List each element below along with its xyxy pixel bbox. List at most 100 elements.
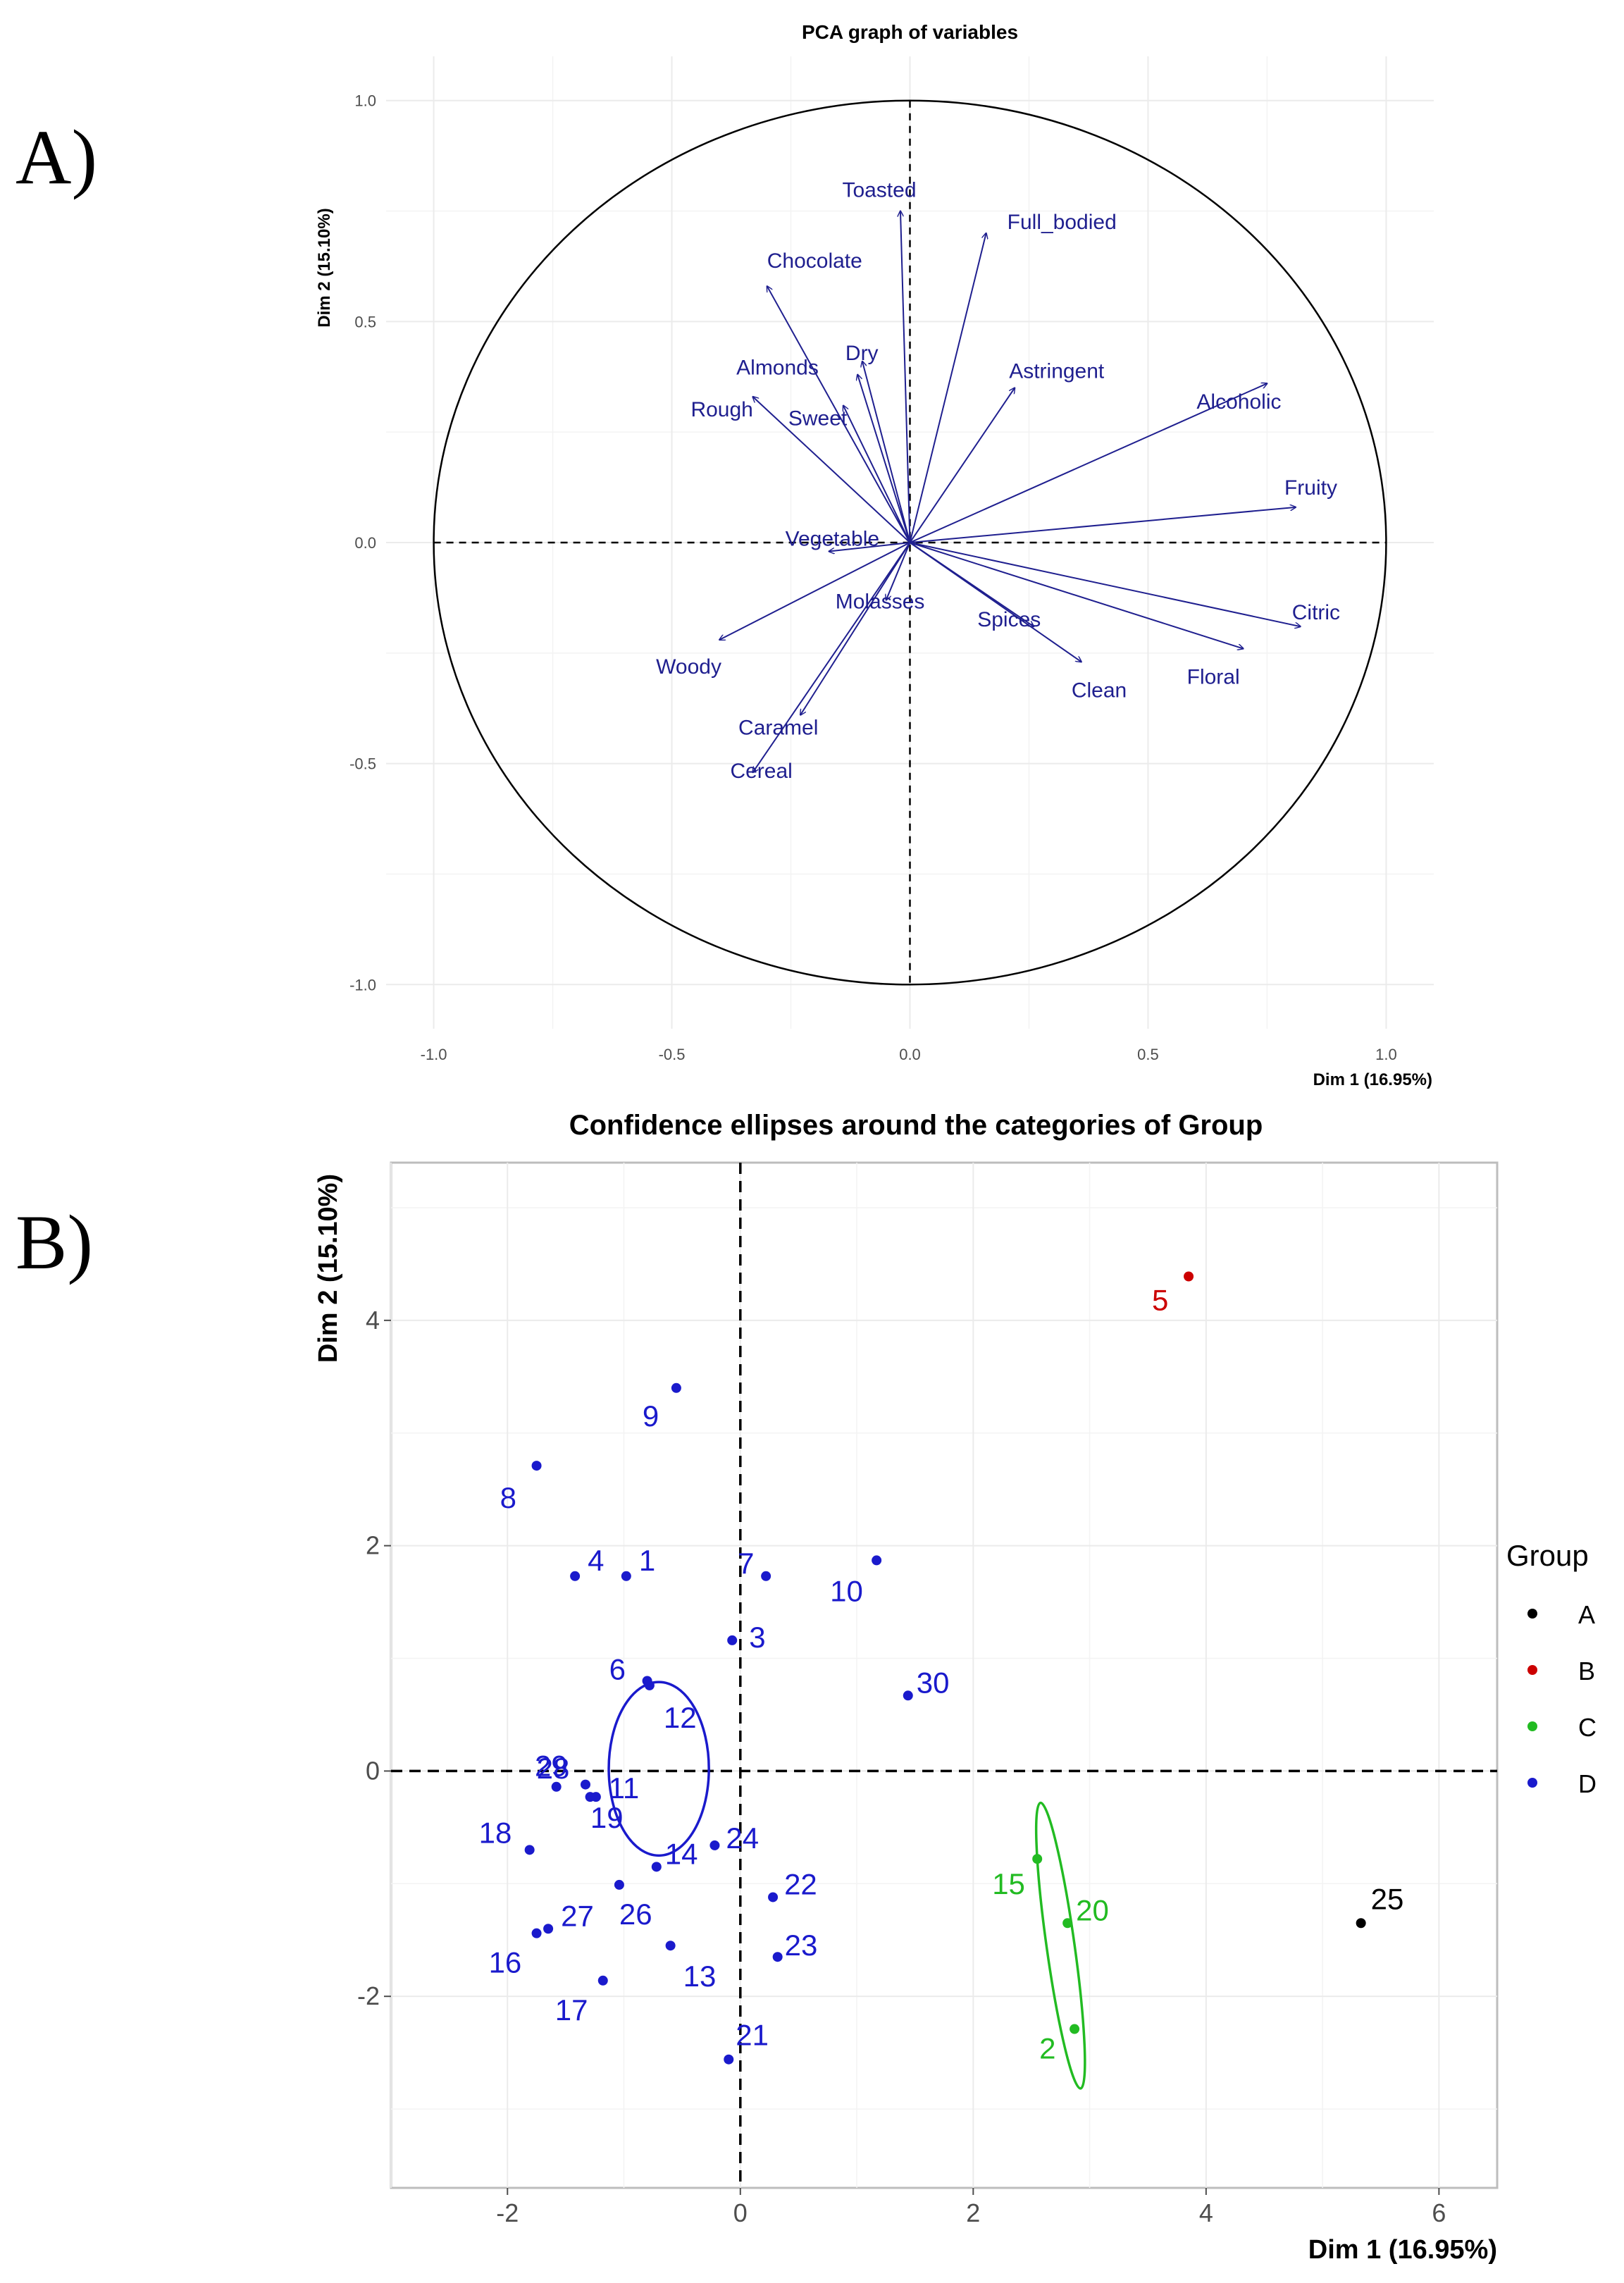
individual-point (531, 1928, 542, 1938)
individual-point (614, 1879, 624, 1890)
chart-title: Confidence ellipses around the categorie… (569, 1110, 1263, 1141)
variable-label: Astringent (1009, 359, 1105, 383)
legend-key-b (1527, 1665, 1537, 1675)
individual-label: 25 (1371, 1882, 1404, 1915)
individual-label: 21 (736, 2019, 769, 2052)
individual-label: 12 (664, 1701, 697, 1734)
variable-label: Sweet (788, 407, 848, 431)
chart-title: PCA graph of variables (802, 21, 1018, 43)
loading-arrow (862, 361, 911, 543)
loading-arrow (752, 397, 911, 543)
loading-arrow (829, 542, 910, 552)
individual-point (524, 1845, 535, 1855)
x-axis-title: Dim 1 (16.95%) (1313, 1070, 1432, 1089)
y-tick-label: 4 (366, 1306, 380, 1335)
y-tick-label: 1.0 (354, 92, 376, 110)
individual-label: 7 (738, 1547, 754, 1580)
individual-point (724, 2054, 734, 2065)
individual-point (671, 1382, 681, 1393)
individual-point (621, 1571, 631, 1581)
individual-label: 24 (726, 1821, 759, 1855)
individual-point (597, 1975, 608, 1986)
variable-label: Toasted (842, 179, 916, 202)
x-axis-title: Dim 1 (16.95%) (1308, 2235, 1497, 2265)
x-tick-label: 0.0 (899, 1046, 921, 1063)
individual-point (651, 1862, 662, 1872)
x-tick-label: 6 (1432, 2198, 1446, 2227)
individual-label: 19 (590, 1801, 624, 1834)
loading-arrow (910, 383, 1267, 543)
individual-point (1184, 1271, 1194, 1282)
variable-label: Cereal (730, 760, 792, 783)
variable-label: Clean (1072, 679, 1127, 702)
confidence-ellipse-c (1034, 1801, 1086, 2090)
x-tick-label: -0.5 (659, 1046, 686, 1063)
loading-arrow (909, 388, 1015, 543)
loading-arrow (909, 542, 1081, 662)
individual-label: 15 (992, 1867, 1025, 1900)
individual-point (665, 1941, 676, 1951)
individual-label: 29 (535, 1750, 568, 1783)
individual-point (727, 1635, 738, 1645)
variable-label: Chocolate (767, 249, 862, 273)
loading-arrow (910, 507, 1296, 543)
loading-arrow (910, 542, 1244, 649)
individual-label: 17 (555, 1993, 588, 2027)
legend-label: A (1578, 1600, 1595, 1629)
variable-label: Fruity (1284, 476, 1337, 500)
individual-label: 28 (537, 1752, 570, 1785)
legend-label: D (1578, 1769, 1597, 1798)
loading-arrow (900, 211, 911, 543)
loading-arrow (910, 542, 1301, 626)
individual-point (768, 1892, 779, 1902)
panel-b-label: B) (16, 1199, 93, 1285)
individual-label: 9 (643, 1399, 659, 1433)
plot-panel-border (390, 1161, 1499, 2189)
individual-label: 13 (683, 1960, 717, 1993)
individual-point (551, 1781, 562, 1792)
individual-label: 30 (917, 1666, 950, 1699)
individual-label: 22 (784, 1867, 817, 1900)
individual-label: 11 (609, 1771, 640, 1805)
variable-label: Dry (845, 342, 879, 365)
x-tick-label: 4 (1199, 2198, 1213, 2227)
variable-label: Woody (656, 655, 721, 679)
individual-label: 4 (588, 1544, 604, 1577)
confidence-ellipse-d (607, 1681, 710, 1857)
legend-key-d (1527, 1778, 1537, 1788)
variable-label: Molasses (836, 590, 925, 614)
legend-label: C (1578, 1713, 1597, 1742)
loading-arrow (857, 375, 911, 543)
y-axis-title: Dim 2 (15.10%) (315, 208, 334, 327)
variable-label: Almonds (736, 357, 819, 380)
pca-variables-chart: -1.0 -0.5 0.0 0.5 1.0 -1.0 -0.5 0.0 0.5 1.0 Toaste… (315, 21, 1434, 1089)
variable-label: Full_bodied (1008, 211, 1117, 234)
individual-label: 14 (665, 1837, 698, 1870)
y-axis-title: Dim 2 (15.10%) (314, 1174, 343, 1363)
x-tick-label: 0.5 (1137, 1046, 1159, 1063)
individual-label: 2 (1039, 2032, 1055, 2065)
individual-point (531, 1461, 542, 1471)
variable-label: Alcoholic (1196, 390, 1281, 414)
individual-label: 1 (639, 1544, 655, 1577)
variable-label: Vegetable (786, 528, 879, 551)
x-tick-label: 1.0 (1375, 1046, 1397, 1063)
y-tick-label: 0 (366, 1756, 380, 1785)
x-tick-label: 2 (966, 2198, 980, 2227)
individual-label: 18 (479, 1816, 512, 1849)
legend-label: B (1578, 1657, 1595, 1685)
loading-arrow (752, 542, 911, 772)
loading-arrow (909, 233, 986, 543)
individual-label: 5 (1152, 1283, 1168, 1316)
individual-label: 27 (561, 1899, 594, 1932)
y-tick-label: 0.0 (354, 534, 376, 552)
individual-point (709, 1840, 720, 1850)
legend-key-a (1527, 1609, 1537, 1619)
loading-arrow (719, 542, 910, 640)
individual-label: 23 (785, 1929, 818, 1962)
y-tick-label: 2 (366, 1531, 380, 1560)
individual-point (761, 1571, 771, 1581)
individual-point (1070, 2024, 1080, 2034)
